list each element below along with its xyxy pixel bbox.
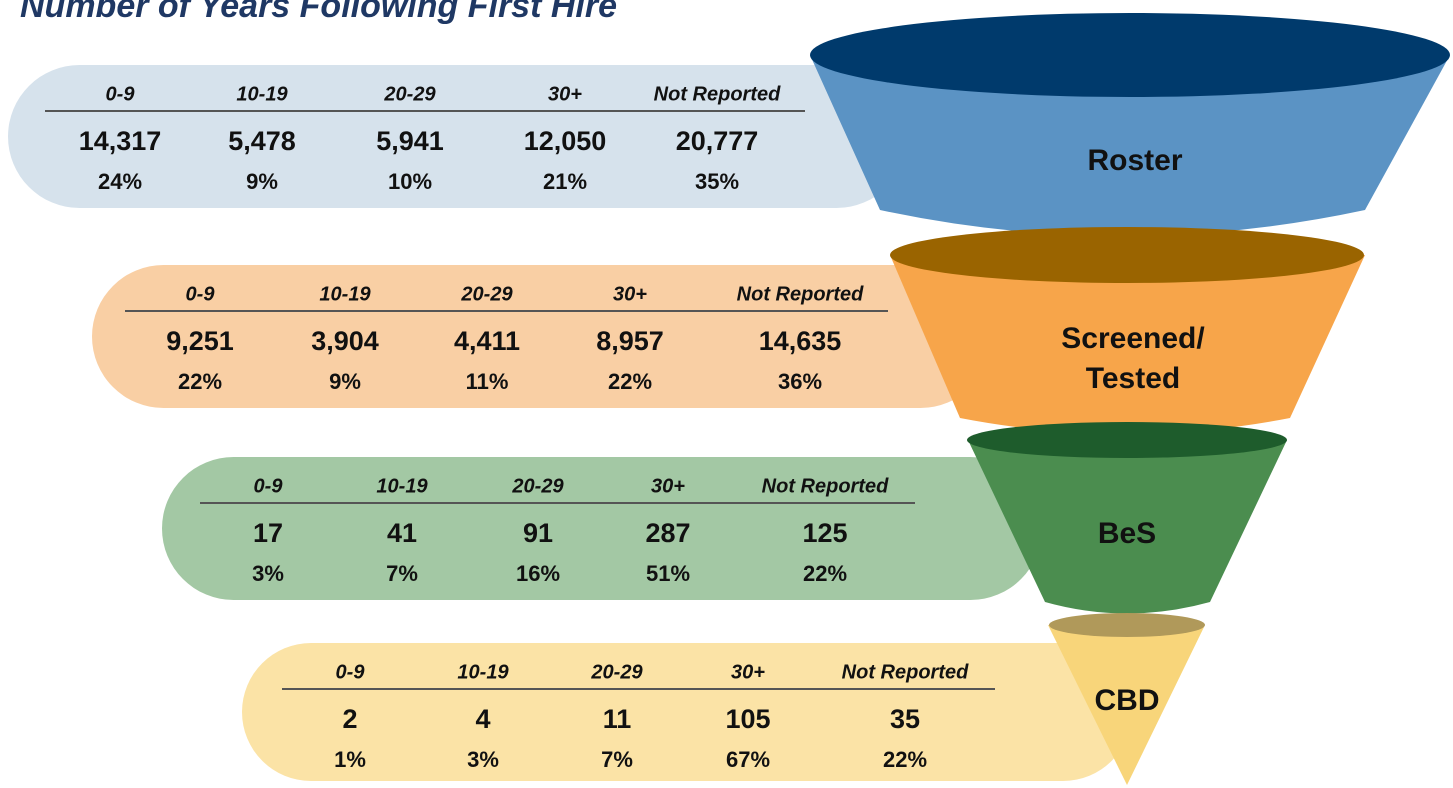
column-header: 10-19 [319,283,371,305]
count: 14,317 [79,126,162,156]
column-header: Not Reported [762,475,889,497]
percent: 7% [386,561,418,586]
count: 8,957 [596,326,664,356]
count: 5,941 [376,126,444,156]
column-header: 30+ [731,661,765,683]
count: 41 [387,518,417,548]
percent: 1% [334,747,366,772]
count: 3,904 [311,326,379,356]
count: 20,777 [676,126,759,156]
title: Number of Years Following First Hire [20,0,617,25]
stage-label: Tested [1086,362,1180,395]
column-header: 0-9 [254,475,284,497]
percent: 7% [601,747,633,772]
count: 287 [645,518,690,548]
column-header: 0-9 [186,283,216,305]
stage-label: CBD [1095,684,1160,717]
percent: 16% [516,561,560,586]
table-band [162,457,1042,600]
count: 5,478 [228,126,296,156]
count: 17 [253,518,283,548]
column-header: 20-29 [590,661,643,683]
column-header: Not Reported [842,661,969,683]
count: 11 [603,704,632,734]
percent: 24% [98,169,142,194]
percent: 3% [252,561,284,586]
percent: 51% [646,561,690,586]
count: 105 [725,704,770,734]
percent: 36% [778,369,822,394]
column-header: 20-29 [383,83,436,105]
count: 4 [475,704,490,734]
percent: 9% [329,369,361,394]
column-header: 10-19 [376,475,428,497]
column-header: 20-29 [460,283,513,305]
stage-label: Roster [1087,144,1182,177]
funnel-roster-top [810,13,1450,97]
percent: 67% [726,747,770,772]
column-header: Not Reported [654,83,781,105]
funnel-screened-top [890,227,1364,283]
stage-label: BeS [1098,517,1156,550]
percent: 3% [467,747,499,772]
column-header: 10-19 [236,83,288,105]
count: 2 [342,704,357,734]
column-header: 30+ [613,283,647,305]
percent: 21% [543,169,587,194]
count: 9,251 [166,326,234,356]
column-header: 30+ [651,475,685,497]
funnel-bes-top [967,422,1287,458]
column-header: 30+ [548,83,582,105]
count: 91 [523,518,553,548]
column-header: 20-29 [511,475,564,497]
percent: 10% [388,169,432,194]
table-band [242,643,1132,781]
funnel-infographic: Number of Years Following First Hire 0-9… [0,0,1453,788]
column-header: 10-19 [457,661,509,683]
percent: 22% [883,747,927,772]
count: 125 [802,518,847,548]
count: 4,411 [454,326,520,356]
funnel-cbd-top [1049,613,1205,637]
count: 35 [890,704,920,734]
percent: 22% [178,369,222,394]
column-header: Not Reported [737,283,864,305]
percent: 22% [803,561,847,586]
percent: 9% [246,169,278,194]
count: 14,635 [759,326,842,356]
percent: 22% [608,369,652,394]
column-header: 0-9 [336,661,366,683]
percent: 35% [695,169,739,194]
column-header: 0-9 [106,83,136,105]
count: 12,050 [524,126,607,156]
percent: 11% [466,369,509,394]
stage-label: Screened/ [1061,322,1205,355]
